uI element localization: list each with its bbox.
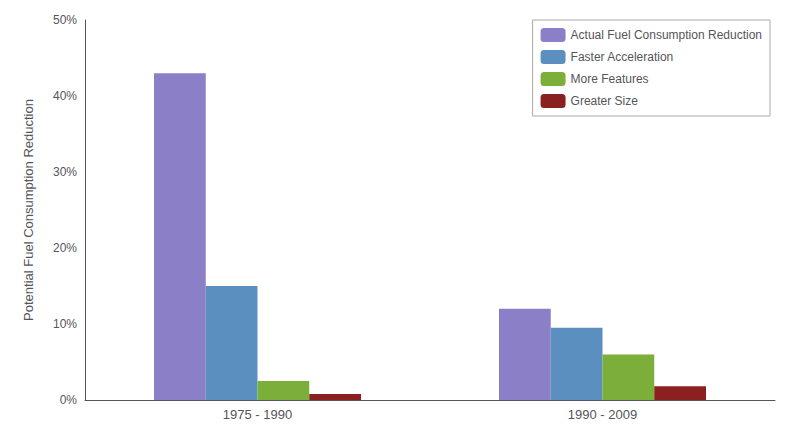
svg-text:1975 - 1990: 1975 - 1990 <box>223 407 292 422</box>
svg-text:1990 - 2009: 1990 - 2009 <box>568 407 637 422</box>
svg-text:Actual Fuel Consumption Reduct: Actual Fuel Consumption Reduction <box>571 28 762 42</box>
svg-text:0%: 0% <box>60 393 78 407</box>
svg-text:40%: 40% <box>53 89 77 103</box>
svg-text:Greater Size: Greater Size <box>571 94 639 108</box>
svg-text:20%: 20% <box>53 241 77 255</box>
svg-text:50%: 50% <box>53 13 77 27</box>
svg-text:10%: 10% <box>53 317 77 331</box>
svg-text:More Features: More Features <box>571 72 649 86</box>
svg-text:Potential Fuel Consumption Red: Potential Fuel Consumption Reduction <box>21 99 36 321</box>
svg-text:Faster Acceleration: Faster Acceleration <box>571 50 674 64</box>
svg-text:30%: 30% <box>53 165 77 179</box>
